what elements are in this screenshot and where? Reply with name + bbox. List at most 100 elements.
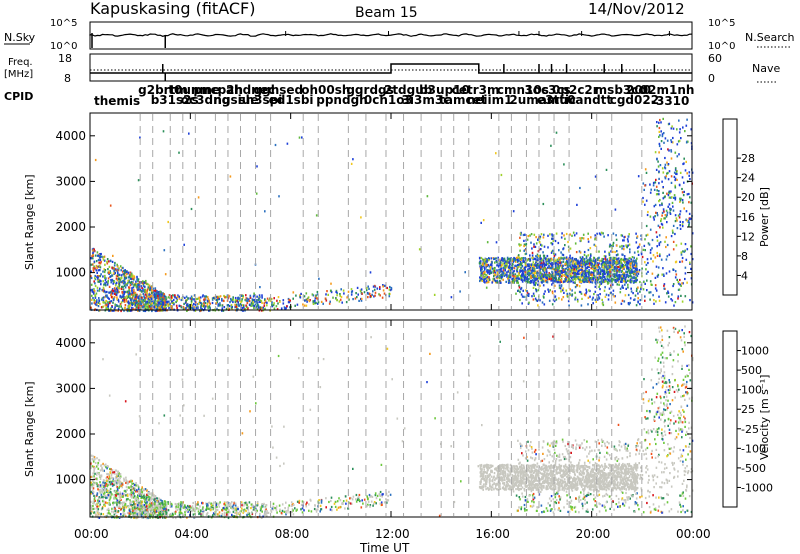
- scatter-point: [144, 290, 146, 293]
- scatter-point: [109, 271, 112, 274]
- scatter-point: [605, 264, 608, 268]
- scatter-point: [661, 167, 664, 170]
- scatter-point: [577, 260, 580, 263]
- scatter-point: [97, 508, 100, 511]
- scatter-point: [606, 275, 608, 278]
- scatter-point: [161, 305, 163, 309]
- scatter-point: [161, 301, 164, 304]
- scatter-point: [624, 277, 626, 280]
- scatter-point: [268, 299, 270, 302]
- scatter-point: [96, 251, 99, 254]
- scatter-point: [116, 475, 118, 478]
- scatter-point: [496, 264, 498, 267]
- scatter-point: [236, 300, 238, 303]
- scatter-point: [522, 233, 525, 237]
- scatter-point: [576, 266, 579, 269]
- scatter-point: [102, 489, 105, 492]
- scatter-point: [133, 489, 136, 492]
- scatter-point: [689, 178, 691, 181]
- scatter-point: [670, 235, 673, 238]
- cpid-overlap-label: pncp2h: [193, 83, 243, 97]
- scatter-point: [191, 307, 194, 310]
- scatter-point: [612, 273, 615, 276]
- scatter-point: [655, 168, 658, 171]
- scatter-point: [574, 261, 577, 264]
- scatter-point: [143, 295, 145, 298]
- scatter-point: [183, 243, 185, 246]
- scatter-point: [508, 265, 511, 268]
- scatter-point: [109, 503, 111, 506]
- scatter-point: [660, 147, 662, 150]
- scatter-point: [94, 158, 97, 162]
- scatter-point: [672, 136, 674, 140]
- scatter-point: [594, 278, 597, 281]
- scatter-point: [330, 282, 332, 285]
- scatter-point: [666, 221, 668, 224]
- scatter-point: [130, 272, 133, 276]
- scatter-point: [606, 268, 609, 271]
- scatter-point: [540, 261, 542, 264]
- scatter-point: [668, 196, 671, 199]
- scatter-point: [506, 271, 508, 274]
- scatter-point: [616, 274, 618, 278]
- scatter-point: [587, 238, 589, 241]
- scatter-point: [508, 261, 511, 265]
- scatter-point: [586, 270, 588, 273]
- scatter-point: [690, 277, 693, 280]
- scatter-point: [156, 304, 158, 307]
- scatter-point: [264, 210, 266, 213]
- scatter-point: [494, 271, 497, 274]
- scatter-point: [555, 259, 557, 262]
- scatter-point: [687, 220, 690, 223]
- scatter-point: [119, 480, 121, 483]
- scatter-point: [112, 301, 114, 304]
- scatter-point: [686, 281, 688, 284]
- scatter-point: [584, 268, 587, 271]
- scatter-point: [594, 262, 597, 265]
- scatter-point: [683, 157, 685, 160]
- scatter-point: [528, 301, 530, 304]
- scatter-point: [667, 291, 670, 294]
- scatter-point: [258, 300, 261, 303]
- scatter-point: [119, 499, 121, 502]
- scatter-point: [651, 247, 653, 250]
- scatter-point: [674, 261, 677, 264]
- scatter-point: [186, 304, 189, 307]
- scatter-point: [118, 282, 121, 285]
- scatter-point: [123, 292, 125, 295]
- scatter-point: [602, 303, 605, 307]
- scatter-point: [664, 177, 667, 180]
- cpid-last: -3310: [651, 94, 689, 108]
- scatter-point: [253, 306, 255, 310]
- scatter-point: [621, 263, 623, 266]
- scatter-point: [672, 248, 675, 251]
- scatter-point: [593, 293, 595, 296]
- scatter-point: [108, 260, 110, 263]
- scatter-point: [665, 236, 667, 239]
- scatter-point: [495, 276, 498, 279]
- scatter-point: [579, 277, 581, 280]
- scatter-point: [667, 205, 669, 208]
- scatter-point: [689, 217, 691, 221]
- scatter-point: [611, 261, 614, 264]
- scatter-point: [587, 262, 590, 265]
- scatter-point: [561, 253, 564, 256]
- scatter-point: [548, 272, 550, 275]
- scatter-point: [113, 264, 116, 267]
- scatter-point: [118, 273, 121, 276]
- scatter-point: [516, 275, 518, 278]
- scatter-point: [597, 294, 599, 297]
- scatter-point: [218, 297, 220, 300]
- scatter-point: [557, 264, 560, 267]
- scatter-point: [528, 278, 530, 281]
- scatter-point: [627, 240, 629, 243]
- scatter-point: [529, 257, 531, 260]
- scatter-point: [492, 270, 494, 273]
- scatter-point: [621, 247, 623, 250]
- scatter-point: [578, 269, 580, 272]
- scatter-point: [137, 288, 139, 291]
- scatter-point: [562, 267, 565, 270]
- scatter-point: [509, 273, 511, 276]
- scatter-point: [540, 248, 542, 251]
- scatter-point: [126, 282, 129, 285]
